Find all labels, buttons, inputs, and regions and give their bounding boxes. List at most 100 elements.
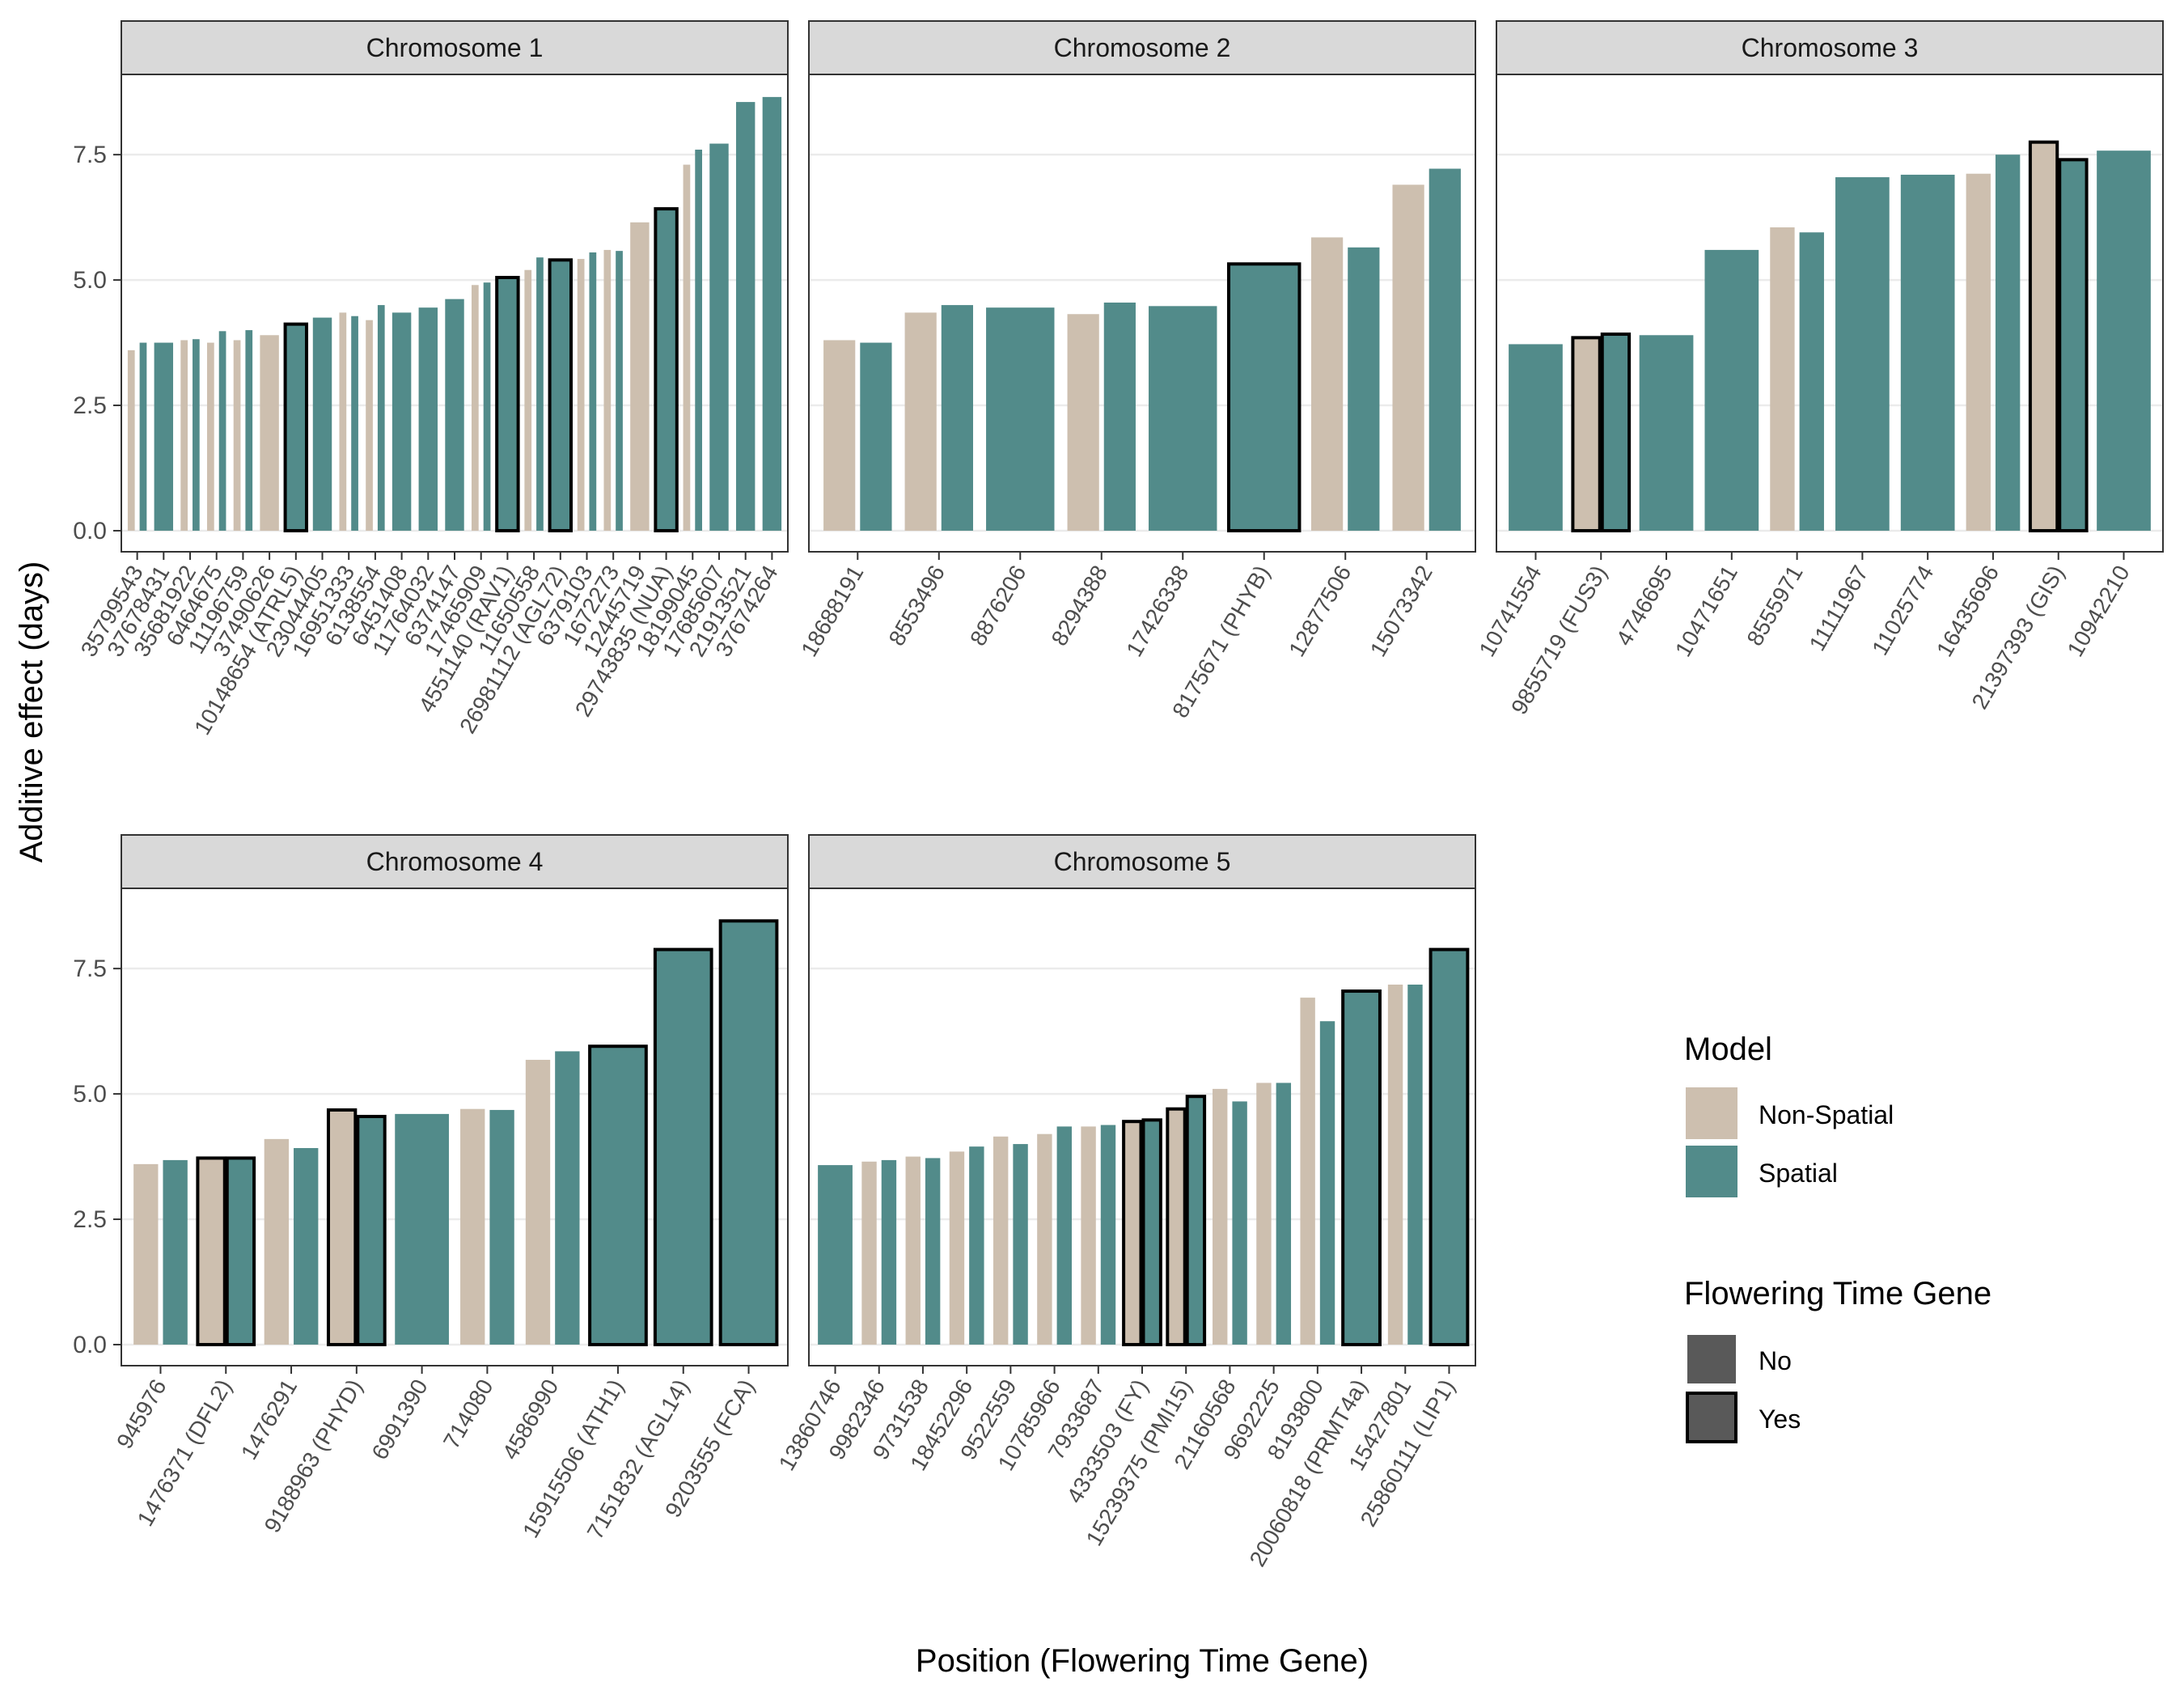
panel-strip-label: Chromosome 5 (1054, 847, 1231, 876)
bar-non-spatial (127, 350, 135, 531)
bar-non-spatial (180, 340, 188, 531)
bar-spatial (588, 1044, 648, 1346)
bar-non-spatial (2028, 140, 2059, 532)
bar-spatial (1600, 333, 1632, 532)
bar-spatial (392, 312, 412, 531)
bar-spatial (1232, 1101, 1247, 1345)
bar-spatial (2097, 150, 2151, 531)
bar-spatial (1100, 1125, 1116, 1345)
bar-non-spatial (861, 1161, 877, 1345)
legend-model-title: Model (1684, 1032, 1772, 1067)
bar-spatial (283, 322, 309, 532)
bar-spatial (395, 1113, 449, 1345)
bar-non-spatial (260, 335, 279, 531)
bar-non-spatial (326, 1108, 358, 1346)
bar-spatial (1407, 984, 1423, 1345)
bar-spatial (483, 282, 491, 531)
bar-non-spatial (1966, 173, 1991, 531)
bar-spatial (1799, 232, 1824, 531)
legend-label-spatial: Spatial (1759, 1159, 1838, 1188)
bar-spatial (377, 305, 385, 531)
bar-non-spatial (133, 1163, 159, 1345)
legend-key-spatial (1686, 1146, 1737, 1197)
bar-non-spatial (196, 1156, 226, 1346)
bar-spatial (1013, 1144, 1028, 1345)
y-axis-title: Additive effect (days) (14, 561, 49, 863)
bar-spatial (1704, 249, 1759, 531)
bar-spatial (654, 207, 679, 532)
y-tick-label: 5.0 (73, 1081, 107, 1108)
bar-spatial (709, 143, 729, 531)
legend: Model Non-Spatial Spatial Flowering Time… (1684, 1032, 1991, 1443)
panel-strip (1496, 20, 2164, 75)
panel-strip-label: Chromosome 4 (366, 847, 544, 876)
bar-spatial (548, 258, 574, 532)
bar-spatial (445, 299, 464, 531)
bar-spatial (986, 307, 1055, 531)
bar-spatial (245, 330, 253, 531)
bar-spatial (312, 317, 332, 531)
bar-non-spatial (524, 269, 532, 531)
bar-non-spatial (630, 222, 650, 531)
bar-non-spatial (525, 1059, 551, 1345)
y-tick-label: 0.0 (73, 1332, 107, 1358)
bar-spatial (735, 102, 756, 531)
legend-gene-title: Flowering Time Gene (1684, 1276, 1991, 1311)
panel-border (121, 74, 789, 553)
bar-non-spatial (1122, 1120, 1143, 1346)
bar-non-spatial (471, 285, 479, 531)
bar-non-spatial (1300, 998, 1315, 1345)
panel-border (121, 888, 789, 1366)
bar-non-spatial (1081, 1126, 1096, 1345)
bar-non-spatial (264, 1138, 290, 1345)
bar-non-spatial (904, 312, 937, 531)
bar-spatial (969, 1146, 984, 1345)
bar-non-spatial (905, 1156, 921, 1345)
x-axis-title: Position (Flowering Time Gene) (916, 1643, 1369, 1679)
panel-strip (121, 834, 789, 889)
bar-spatial (218, 331, 226, 531)
bar-spatial (418, 307, 438, 531)
bar-non-spatial (460, 1108, 485, 1345)
bar-non-spatial (233, 340, 241, 531)
bar-spatial (589, 252, 597, 531)
bar-spatial (941, 305, 973, 531)
y-tick-label: 5.0 (73, 267, 107, 294)
bar-non-spatial (1770, 227, 1795, 531)
bar-spatial (1348, 247, 1380, 531)
bar-spatial (495, 275, 520, 532)
bar-non-spatial (1037, 1133, 1052, 1345)
bar-non-spatial (577, 259, 585, 531)
bar-spatial (1141, 1118, 1162, 1346)
bar-non-spatial (1256, 1083, 1272, 1345)
bar-spatial (616, 251, 623, 531)
bar-spatial (653, 947, 713, 1346)
bar-spatial (1149, 306, 1217, 531)
bar-spatial (1639, 335, 1694, 531)
bar-non-spatial (339, 312, 347, 531)
legend-label-gene-no: No (1759, 1346, 1792, 1375)
bar-spatial (536, 257, 544, 531)
bar-non-spatial (823, 340, 856, 531)
legend-label-gene-yes: Yes (1759, 1405, 1801, 1434)
bar-non-spatial (1387, 984, 1403, 1345)
panel-border (808, 74, 1476, 553)
bar-non-spatial (1067, 314, 1099, 531)
bar-spatial (695, 149, 702, 531)
bar-spatial (1185, 1095, 1207, 1346)
bar-non-spatial (366, 320, 373, 531)
bar-non-spatial (1311, 237, 1344, 531)
bar-spatial (1276, 1083, 1292, 1345)
bar-spatial (1995, 155, 2021, 531)
bar-spatial (1319, 1021, 1335, 1345)
bar-spatial (860, 342, 892, 531)
bar-spatial (762, 96, 782, 531)
bar-spatial (881, 1159, 897, 1345)
bar-spatial (2058, 158, 2089, 532)
panel-strip-label: Chromosome 2 (1054, 33, 1231, 62)
legend-label-non-spatial: Non-Spatial (1759, 1100, 1894, 1129)
bar-spatial (1056, 1126, 1072, 1345)
bar-non-spatial (949, 1151, 965, 1345)
